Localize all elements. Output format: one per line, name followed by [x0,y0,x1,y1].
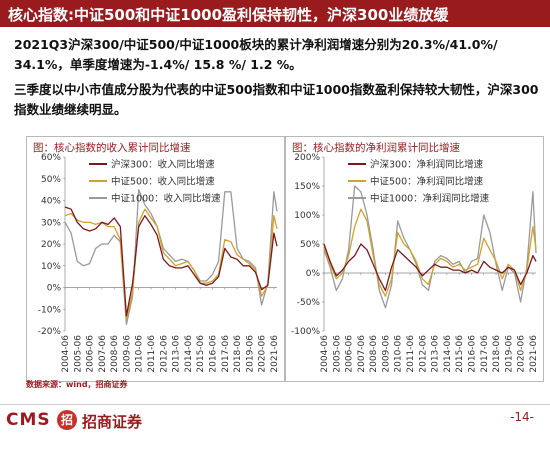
legend-label: 中证1000：收入同比增速 [111,193,221,205]
legend-label: 中证500：收入同比增速 [111,176,215,188]
y-tick-label: 50% [300,240,320,250]
analysis-paragraph: 三季度以中小市值成分股为代表的中证500指数和中证1000指数盈利保持较大韧性，… [14,82,539,117]
profit-chart: -100% -50% 0% 50% 100% 150% 200% 2004-06 2005-06… [291,153,539,373]
footer-divider [0,404,550,405]
x-tick-label: 2019-06 [245,335,255,373]
page-number: -14- [510,410,534,424]
logo-badge-icon: 招 [57,410,77,430]
x-tick-label: 2009-06 [381,335,391,373]
x-tick-label: 2015-06 [196,335,206,373]
cms-logo: CMS 招 招商证券 [6,401,176,439]
x-tick-label: 2012-06 [418,335,428,373]
y-tick-label: -20% [38,327,62,337]
profit-chart-title: 图：核心指数的净利润累计同比增速 [292,142,460,154]
x-tick-label: 2007-06 [98,335,108,373]
series-line-zz500 [323,208,537,297]
x-tick-label: 2012-06 [159,335,169,373]
y-tick-label: 20% [41,240,61,250]
y-tick-label: -10% [38,305,62,315]
summary-paragraph: 2021Q3沪深300/中证500/中证1000板块的累计净利润增速分别为20.… [14,37,498,72]
y-tick-label: -100% [291,327,320,337]
legend-label: 沪深300：收入同比增速 [111,159,215,171]
x-tick-label: 2015-06 [455,335,465,373]
x-tick-label: 2020-06 [258,335,268,373]
x-tick-label: 2016-06 [208,335,218,373]
x-tick-label: 2004-06 [61,335,71,373]
x-tick-label: 2008-06 [110,335,120,373]
data-source: 数据来源：wind，招商证券 [26,380,128,389]
x-tick-label: 2006-06 [86,335,96,373]
x-tick-label: 2018-06 [233,335,243,373]
x-tick-label: 2021-06 [529,335,539,373]
x-tick-label: 2011-06 [147,335,157,373]
x-tick-label: 2011-06 [406,335,416,373]
revenue-chart: -20% -10% 0% 10% 20% 30% 40% 50% 60% 2004-06 2005-… [38,153,280,373]
legend-label: 沪深300：净利润同比增速 [370,159,484,171]
y-tick-label: 100% [294,211,320,221]
series-line-hs300 [64,206,278,317]
x-tick-label: 2008-06 [369,335,379,373]
x-tick-label: 2016-06 [467,335,477,373]
series-line-zz500 [64,208,278,321]
revenue-chart-title: 图：核心指数的收入累计同比增速 [33,142,191,154]
y-tick-label: 0% [306,269,321,279]
profit-chart-panel: 图：核心指数的净利润累计同比增速 -100% -50% 0% 50% 100% 150% 2… [285,136,544,382]
x-tick-label: 2021-06 [270,335,280,373]
x-tick-label: 2017-06 [221,335,231,373]
x-tick-label: 2005-06 [332,335,342,373]
page-title: 核心指数:中证500和中证1000盈利保持韧性，沪深300业绩放缓 [8,6,449,24]
x-tick-label: 2017-06 [480,335,490,373]
x-tick-label: 2010-06 [394,335,404,373]
title-bar: 核心指数:中证500和中证1000盈利保持韧性，沪深300业绩放缓 [0,0,550,27]
series-line-hs300 [323,243,537,292]
x-tick-label: 2014-06 [184,335,194,373]
y-tick-label: 200% [294,153,320,163]
x-tick-label: 2018-06 [492,335,502,373]
y-tick-label: 0% [47,284,62,294]
x-tick-label: 2005-06 [73,335,83,373]
logo-company-name: 招商证券 [82,413,143,431]
legend-label: 中证1000：净利润同比增速 [370,193,490,205]
x-tick-label: 2014-06 [443,335,453,373]
y-tick-label: 40% [41,197,61,207]
x-tick-label: 2013-06 [431,335,441,373]
series-line-zz1000 [64,188,278,326]
x-tick-label: 2007-06 [357,335,367,373]
y-tick-label: 10% [41,262,61,272]
x-tick-label: 2010-06 [135,335,145,373]
x-tick-label: 2004-06 [320,335,330,373]
x-tick-label: 2009-06 [122,335,132,373]
x-tick-label: 2013-06 [172,335,182,373]
x-tick-label: 2019-06 [504,335,514,373]
x-tick-label: 2006-06 [345,335,355,373]
y-tick-label: -50% [297,298,321,308]
y-tick-label: 60% [41,153,61,163]
y-tick-label: 50% [41,175,61,185]
y-tick-label: 30% [41,218,61,228]
logo-text: CMS [6,410,51,430]
x-tick-label: 2020-06 [517,335,527,373]
revenue-chart-panel: 图：核心指数的收入累计同比增速 -20% -10% 0% 10% 20% 30% 40% 50… [26,136,285,382]
legend-label: 中证500：净利润同比增速 [370,176,484,188]
y-tick-label: 150% [294,182,320,192]
